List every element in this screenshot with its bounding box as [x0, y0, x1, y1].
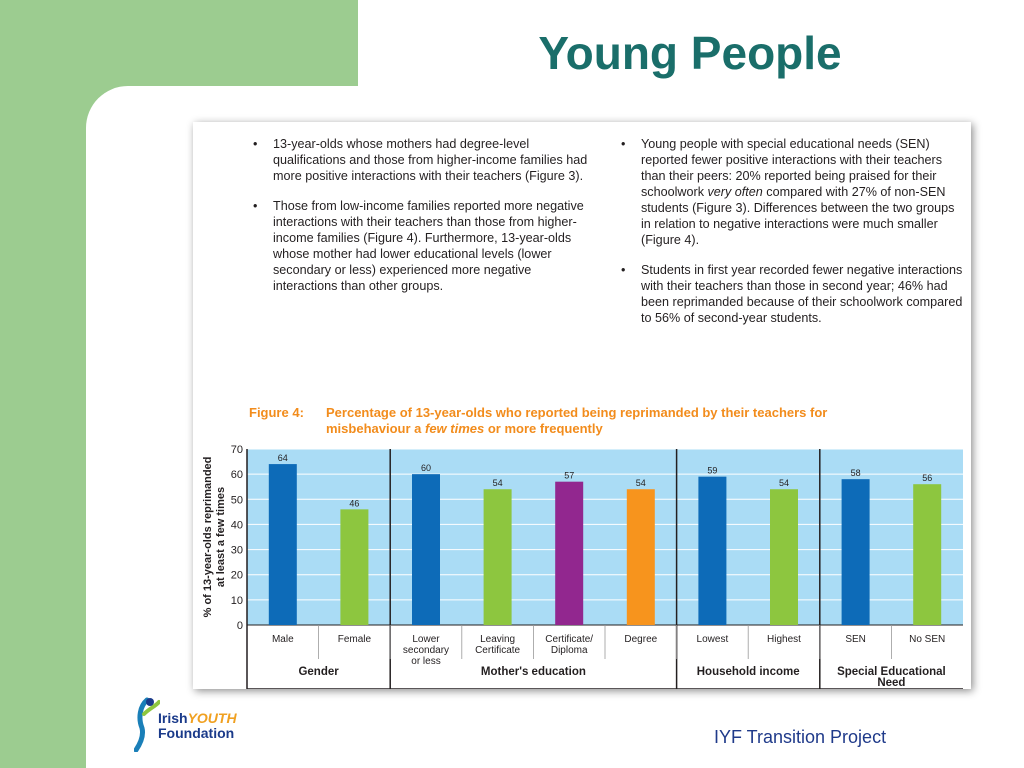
- figure-title-line2b: or more frequently: [484, 421, 603, 436]
- bar: [626, 489, 655, 625]
- bar: [340, 509, 369, 625]
- y-axis-label-line2: at least a few times: [215, 487, 227, 587]
- irish-youth-foundation-logo: IrishYOUTH Foundation: [134, 696, 264, 752]
- footer-project-name: IYF Transition Project: [714, 727, 887, 747]
- emphasis-very-often: very often: [707, 185, 763, 199]
- bar-value-label: 54: [636, 478, 646, 488]
- y-tick-label: 0: [237, 620, 243, 632]
- right-bullet-2: Students in first year recorded fewer ne…: [621, 262, 966, 326]
- logo-word-irish: Irish: [158, 710, 188, 726]
- bar: [555, 481, 584, 625]
- bar-value-label: 58: [851, 468, 861, 478]
- slide-title: Young People: [538, 27, 842, 79]
- figure-title-line1: Percentage of 13-year-olds who reported …: [326, 405, 828, 420]
- white-top-area: [358, 0, 1024, 100]
- bar: [913, 484, 942, 625]
- group-label: Special Educational: [837, 666, 946, 678]
- right-bullet-list: Young people with special educational ne…: [621, 136, 966, 340]
- x-tick-label: Lower: [412, 634, 440, 645]
- logo-word-youth: YOUTH: [187, 710, 237, 726]
- left-bullet-list: 13-year-olds whose mothers had degree-le…: [253, 136, 593, 308]
- x-tick-label: Certificate/: [545, 634, 593, 645]
- bar: [268, 464, 297, 625]
- figure-title-emphasis: few times: [424, 421, 485, 436]
- group-label: Mother's education: [481, 666, 586, 678]
- group-label: Need: [877, 677, 905, 689]
- bar-value-label: 54: [493, 478, 503, 488]
- y-tick-label: 20: [231, 570, 243, 582]
- x-tick-label: Female: [338, 634, 372, 645]
- bar-value-label: 59: [707, 466, 717, 476]
- x-tick-label: Certificate: [475, 645, 520, 656]
- y-tick-label: 60: [231, 469, 243, 481]
- bar-value-label: 56: [922, 473, 932, 483]
- right-bullet-1: Young people with special educational ne…: [621, 136, 966, 248]
- x-tick-label: Leaving: [480, 634, 515, 645]
- y-tick-label: 50: [231, 494, 243, 506]
- x-tick-label: Diploma: [551, 645, 588, 656]
- x-tick-label: Highest: [767, 634, 801, 645]
- y-tick-label: 40: [231, 519, 243, 531]
- bar-value-label: 54: [779, 478, 789, 488]
- bar: [770, 489, 798, 625]
- left-bullet-2: Those from low-income families reported …: [253, 198, 593, 294]
- bar-value-label: 46: [349, 498, 359, 508]
- bar: [698, 476, 727, 625]
- x-tick-label: Degree: [624, 634, 657, 645]
- y-axis-label-line1: % of 13-year-olds reprimanded: [202, 457, 214, 618]
- x-tick-label: Male: [272, 634, 294, 645]
- document-excerpt: 13-year-olds whose mothers had degree-le…: [193, 122, 971, 689]
- x-tick-label: SEN: [845, 634, 866, 645]
- bar: [412, 474, 440, 625]
- bar-value-label: 60: [421, 463, 431, 473]
- x-tick-label: or less: [411, 656, 440, 667]
- bar-value-label: 57: [564, 471, 574, 481]
- y-tick-label: 10: [231, 595, 243, 607]
- bar: [483, 489, 512, 625]
- x-tick-label: secondary: [403, 645, 449, 656]
- logo-text-line1: IrishYOUTH: [158, 710, 237, 726]
- figure-title: Percentage of 13-year-olds who reported …: [326, 405, 946, 437]
- y-tick-label: 30: [231, 545, 243, 557]
- left-bullet-1: 13-year-olds whose mothers had degree-le…: [253, 136, 593, 184]
- figure-title-line2a: misbehaviour a: [326, 421, 425, 436]
- bar: [841, 479, 870, 625]
- figure-label: Figure 4:: [249, 405, 304, 420]
- figure-logo-icon: [134, 697, 160, 752]
- y-tick-label: 70: [231, 444, 243, 456]
- bar-value-label: 64: [278, 453, 288, 463]
- group-label: Household income: [697, 666, 800, 678]
- x-tick-label: No SEN: [909, 634, 945, 645]
- group-label: Gender: [298, 666, 339, 678]
- x-tick-label: Lowest: [697, 634, 729, 645]
- logo-text-line2: Foundation: [158, 725, 235, 741]
- bar-chart: 0 10 20 30 40 50 60 70 64 Male 46 Female 60 Lowerseco…: [202, 444, 963, 689]
